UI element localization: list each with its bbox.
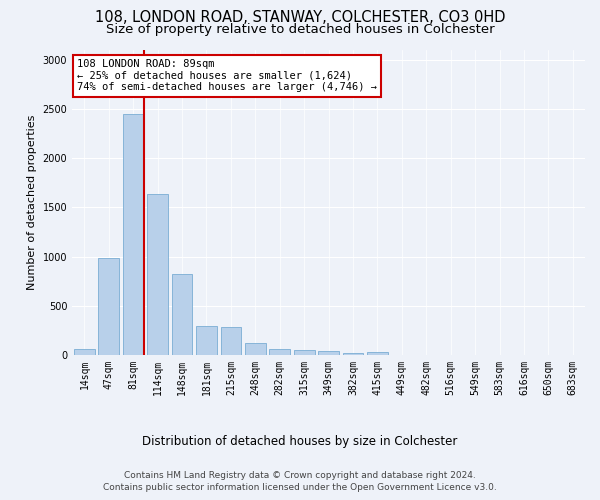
Bar xyxy=(318,352,339,355)
Text: Contains public sector information licensed under the Open Government Licence v3: Contains public sector information licen… xyxy=(103,484,497,492)
Text: Distribution of detached houses by size in Colchester: Distribution of detached houses by size … xyxy=(142,435,458,448)
Text: Contains HM Land Registry data © Crown copyright and database right 2024.: Contains HM Land Registry data © Crown c… xyxy=(124,471,476,480)
Bar xyxy=(343,353,364,355)
Bar xyxy=(147,194,168,355)
Bar xyxy=(245,343,266,355)
Bar xyxy=(269,350,290,355)
Y-axis label: Number of detached properties: Number of detached properties xyxy=(27,115,37,290)
Bar xyxy=(123,114,143,355)
Bar xyxy=(196,326,217,355)
Text: 108 LONDON ROAD: 89sqm
← 25% of detached houses are smaller (1,624)
74% of semi-: 108 LONDON ROAD: 89sqm ← 25% of detached… xyxy=(77,59,377,92)
Bar xyxy=(74,350,95,355)
Bar xyxy=(367,352,388,355)
Text: Size of property relative to detached houses in Colchester: Size of property relative to detached ho… xyxy=(106,22,494,36)
Bar xyxy=(172,274,193,355)
Bar xyxy=(221,327,241,355)
Bar xyxy=(294,350,314,355)
Bar xyxy=(98,258,119,355)
Text: 108, LONDON ROAD, STANWAY, COLCHESTER, CO3 0HD: 108, LONDON ROAD, STANWAY, COLCHESTER, C… xyxy=(95,10,505,25)
